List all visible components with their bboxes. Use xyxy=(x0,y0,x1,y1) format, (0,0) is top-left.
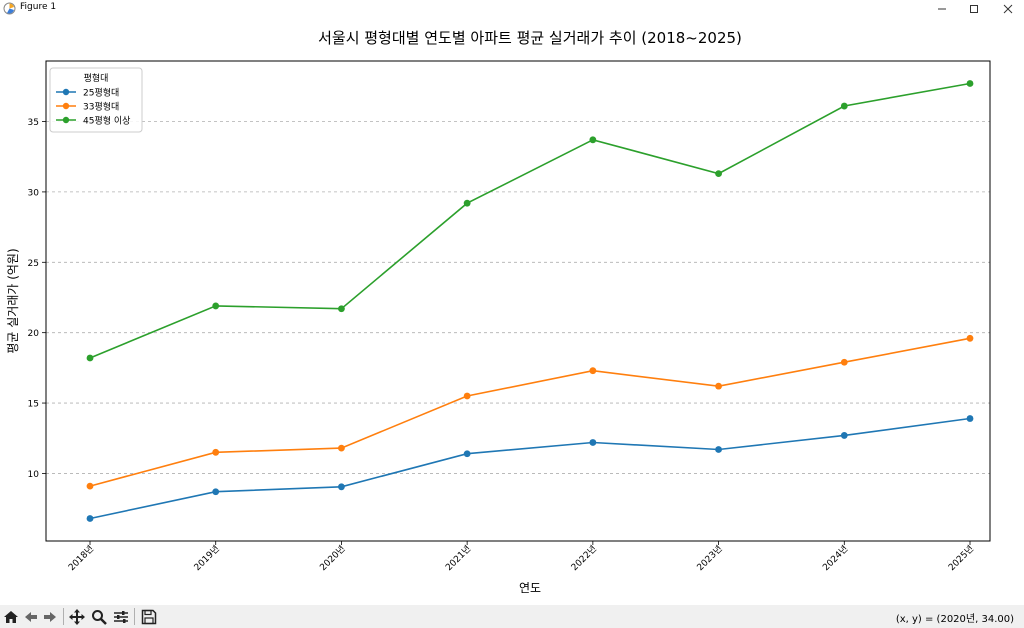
x-tick-label: 2020년 xyxy=(318,543,348,573)
x-tick-label: 2021년 xyxy=(443,543,473,573)
data-point xyxy=(966,80,974,87)
zoom-button[interactable] xyxy=(90,608,108,626)
minimize-button[interactable] xyxy=(926,0,958,17)
legend-swatch-marker xyxy=(62,116,70,124)
data-point xyxy=(86,515,94,522)
y-tick-label: 25 xyxy=(28,259,39,269)
figure-canvas[interactable]: 서울시 평형대별 연도별 아파트 평균 실거래가 추이 (2018~2025) … xyxy=(0,17,1024,605)
chart-title: 서울시 평형대별 연도별 아파트 평균 실거래가 추이 (2018~2025) xyxy=(318,29,742,47)
cursor-coordinates: (x, y) = (2020년, 34.00) xyxy=(895,614,1014,625)
data-point xyxy=(840,432,848,439)
data-point xyxy=(589,439,597,446)
data-point xyxy=(715,382,722,390)
series-2 xyxy=(86,334,974,490)
x-tick-label: 2023년 xyxy=(695,543,725,573)
x-axis-ticks: 2018년 2019년 2020년 2021년 2022년 2023년 2024년 2025년 xyxy=(66,541,976,573)
home-icon xyxy=(4,611,18,623)
data-point xyxy=(338,444,345,452)
home-button[interactable] xyxy=(2,608,20,626)
data-point xyxy=(212,488,220,496)
forward-arrow-icon xyxy=(44,612,56,622)
series-line xyxy=(89,82,971,359)
data-point xyxy=(966,334,974,342)
y-tick-label: 30 xyxy=(28,188,40,198)
data-point xyxy=(338,483,345,491)
data-point xyxy=(463,199,471,207)
window-title: Figure 1 xyxy=(20,2,57,12)
line-chart: 서울시 평형대별 연도별 아파트 평균 실거래가 추이 (2018~2025) … xyxy=(6,29,991,595)
legend: 평형대 25평형대 33평형대 45평형 이상 xyxy=(49,67,143,133)
toolbar-separator xyxy=(134,608,135,625)
x-tick-label: 2018년 xyxy=(66,543,96,573)
pan-button[interactable] xyxy=(68,608,86,626)
data-point xyxy=(589,136,597,144)
data-point xyxy=(463,450,471,458)
data-point xyxy=(840,102,848,110)
data-point xyxy=(589,367,597,375)
data-point xyxy=(212,302,220,310)
plot-frame xyxy=(45,60,991,542)
data-point xyxy=(966,415,974,422)
x-tick-label: 2019년 xyxy=(192,543,222,573)
x-axis-label: 연도 xyxy=(519,581,541,595)
close-button[interactable] xyxy=(992,0,1024,17)
legend-entry-label: 33평형대 xyxy=(83,102,119,113)
y-tick-label: 20 xyxy=(28,329,40,339)
close-icon xyxy=(1003,4,1013,13)
legend-box xyxy=(49,67,143,133)
data-point xyxy=(338,305,345,313)
y-axis-label: 평균 실거래가 (억원) xyxy=(6,248,20,353)
y-tick-label: 10 xyxy=(28,470,40,480)
series-line xyxy=(89,417,971,520)
back-arrow-icon xyxy=(25,612,37,622)
navigation-toolbar: (x, y) = (2020년, 34.00) xyxy=(0,605,1024,628)
data-point xyxy=(86,354,94,362)
data-point xyxy=(715,170,722,178)
toolbar-separator xyxy=(63,608,64,625)
x-tick-label: 2022년 xyxy=(569,543,599,573)
save-button[interactable] xyxy=(140,608,158,626)
pan-icon xyxy=(69,609,85,625)
zoom-icon xyxy=(92,610,107,625)
y-tick-label: 35 xyxy=(28,118,39,128)
minimize-icon xyxy=(938,8,946,9)
series-3 xyxy=(86,80,974,362)
configure-subplots-icon xyxy=(114,611,128,623)
legend-entry-label: 45평형 이상 xyxy=(83,116,130,127)
data-point xyxy=(840,358,848,366)
x-tick-label: 2024년 xyxy=(821,543,851,573)
window-titlebar: Figure 1 xyxy=(0,0,1024,17)
save-icon xyxy=(141,609,157,625)
data-point xyxy=(463,392,471,400)
legend-swatch-marker xyxy=(62,88,70,96)
legend-title: 평형대 xyxy=(84,73,109,84)
gridlines xyxy=(46,121,990,474)
matplotlib-app-icon xyxy=(3,2,16,15)
maximize-icon xyxy=(970,4,978,13)
x-tick-label: 2025년 xyxy=(946,543,976,573)
data-point xyxy=(212,448,220,456)
y-tick-label: 15 xyxy=(28,400,39,410)
data-point xyxy=(715,446,722,453)
data-point xyxy=(86,482,94,490)
series-1 xyxy=(86,415,974,522)
back-button[interactable] xyxy=(22,608,40,626)
series-line xyxy=(89,337,971,487)
y-axis-ticks: 10 15 20 25 30 35 xyxy=(28,118,46,480)
legend-entry-label: 25평형대 xyxy=(83,88,119,99)
legend-swatch-marker xyxy=(62,102,70,110)
series-lines xyxy=(86,80,974,522)
maximize-button[interactable] xyxy=(958,0,990,17)
configure-subplots-button[interactable] xyxy=(112,608,130,626)
forward-button[interactable] xyxy=(41,608,59,626)
